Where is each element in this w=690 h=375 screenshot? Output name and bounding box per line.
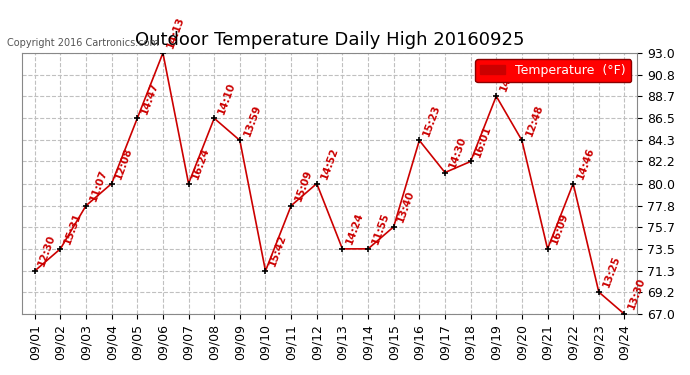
Text: 12:30: 12:30 — [37, 233, 57, 268]
Text: 16:09: 16:09 — [550, 211, 570, 246]
Text: 14:47: 14:47 — [139, 80, 160, 115]
Text: Copyright 2016 Cartronics.com: Copyright 2016 Cartronics.com — [7, 38, 159, 48]
Text: 16:24: 16:24 — [190, 146, 211, 180]
Text: 15:09: 15:09 — [293, 168, 314, 202]
Text: 15:31: 15:31 — [62, 211, 83, 246]
Text: 11:07: 11:07 — [88, 168, 109, 202]
Text: 13:59: 13:59 — [242, 103, 263, 137]
Text: 12:08: 12:08 — [114, 146, 135, 180]
Text: 14:46: 14:46 — [575, 146, 596, 180]
Text: 14:30: 14:30 — [447, 135, 468, 170]
Title: Outdoor Temperature Daily High 20160925: Outdoor Temperature Daily High 20160925 — [135, 31, 524, 49]
Text: 13:40: 13:40 — [396, 189, 417, 224]
Text: 14:52: 14:52 — [319, 146, 339, 180]
Text: 14:13: 14:13 — [165, 15, 186, 50]
Text: 13:30: 13:30 — [627, 277, 647, 311]
Text: 11:55: 11:55 — [370, 211, 391, 246]
Text: 16:01: 16:01 — [473, 124, 493, 159]
Legend: Temperature  (°F): Temperature (°F) — [475, 59, 631, 82]
Text: 14:24: 14:24 — [344, 211, 365, 246]
Text: 15:23: 15:23 — [422, 103, 442, 137]
Text: 13:25: 13:25 — [601, 255, 622, 289]
Text: 12:48: 12:48 — [524, 103, 544, 137]
Text: 14:10: 14:10 — [216, 81, 237, 115]
Text: 15:42: 15:42 — [268, 233, 288, 268]
Text: 14:47: 14:47 — [498, 58, 519, 93]
